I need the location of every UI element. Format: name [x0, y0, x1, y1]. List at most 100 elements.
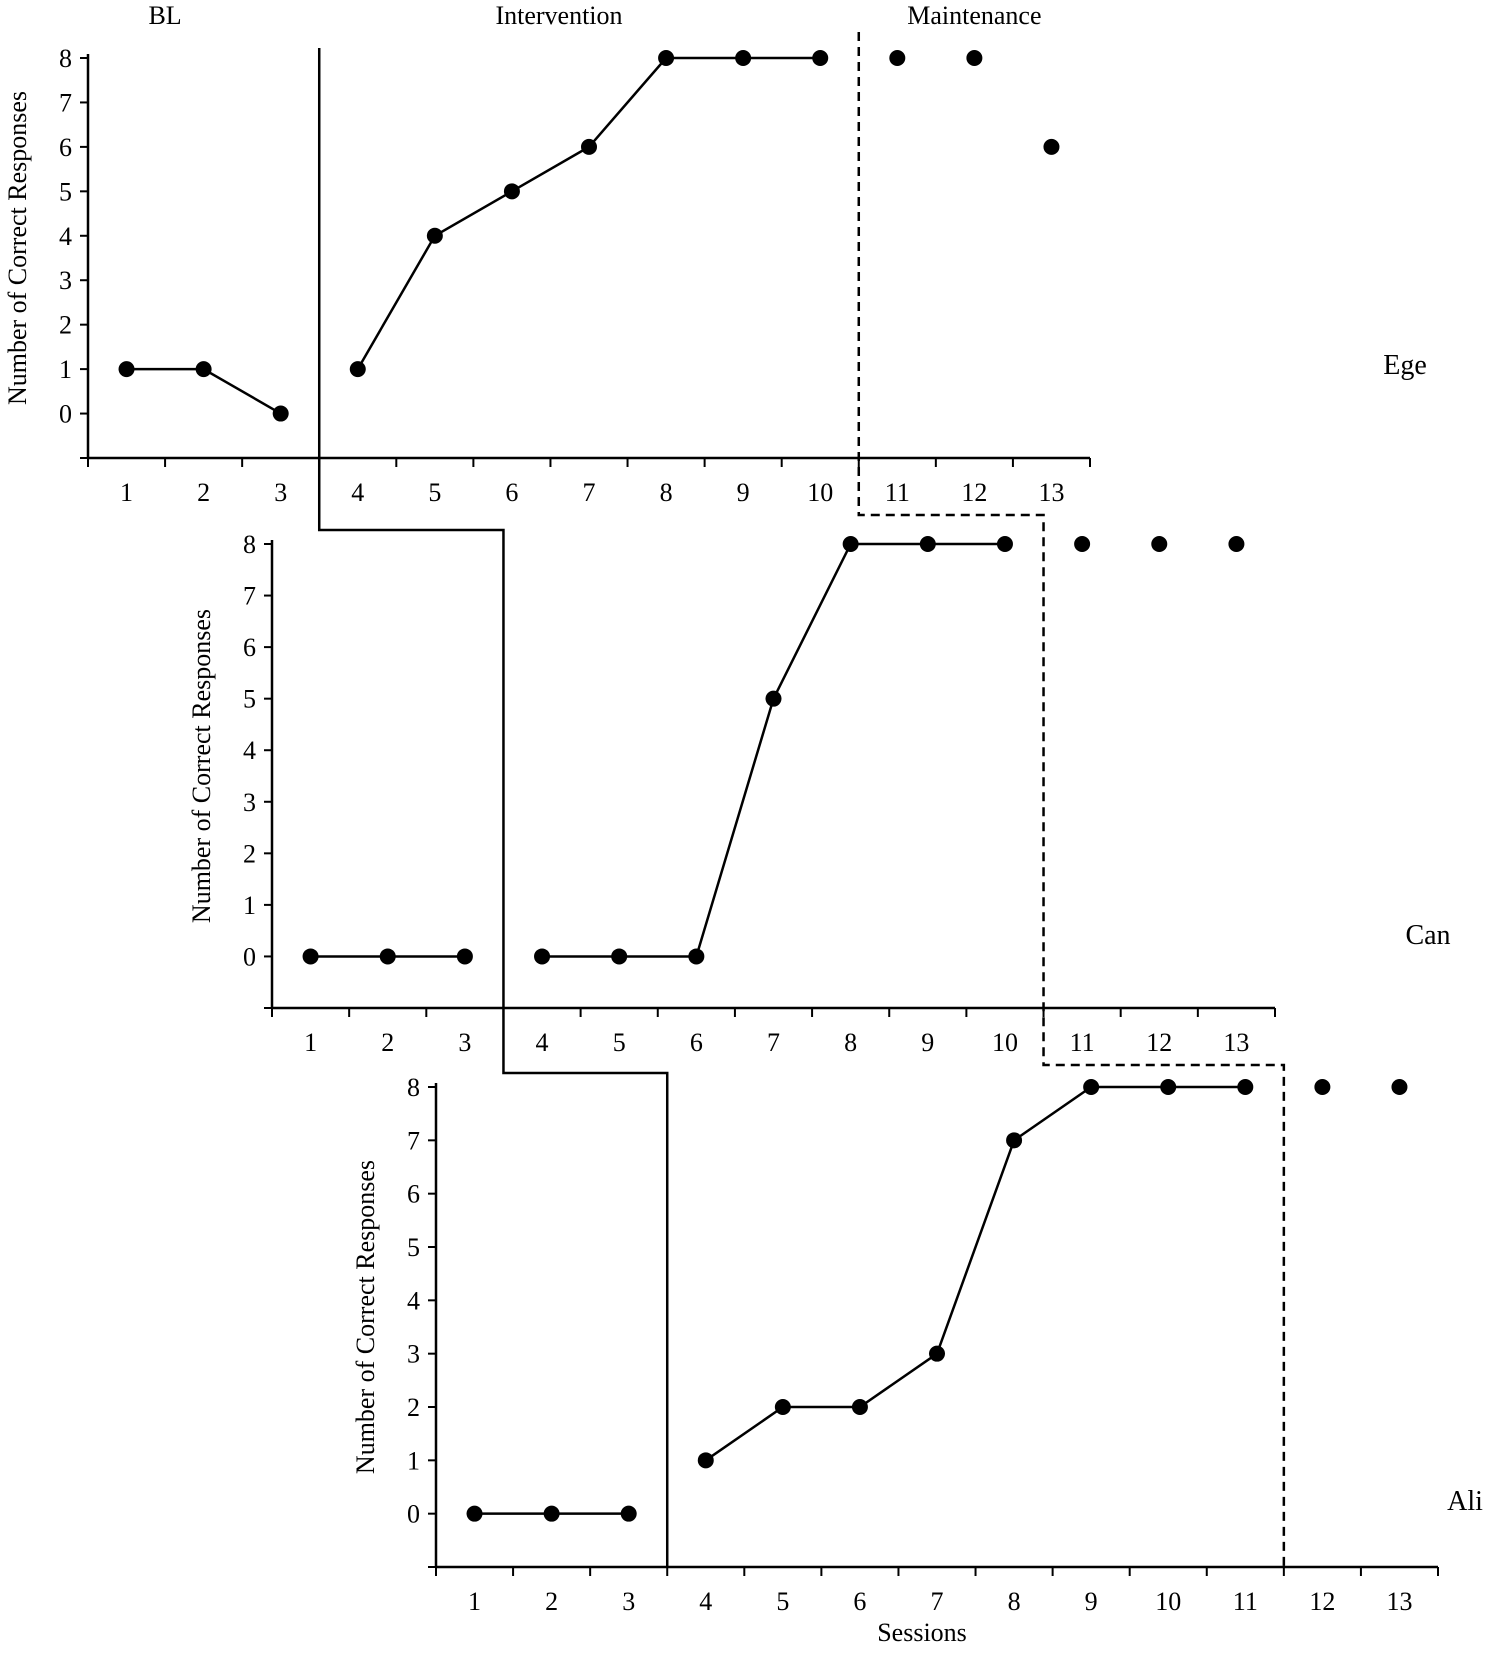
y-tick-label-ali: 4 — [407, 1286, 420, 1315]
phase-change-line-maintenance — [857, 32, 1286, 1567]
x-tick-label-ali: 1 — [468, 1587, 481, 1616]
y-tick-label-ege: 3 — [59, 266, 72, 295]
data-point-ege-12 — [966, 50, 983, 66]
data-point-can-1 — [302, 948, 319, 965]
x-tick-label-ege: 8 — [660, 478, 673, 507]
data-point-ege-5 — [426, 227, 443, 244]
data-point-can-10 — [996, 536, 1013, 552]
data-point-ali-7 — [929, 1345, 945, 1362]
data-point-ali-2 — [543, 1505, 560, 1522]
x-tick-label-can: 6 — [690, 1028, 703, 1057]
intervention-line-ali — [705, 1085, 1246, 1462]
participant-label-can: Can — [1405, 920, 1450, 951]
data-point-can-2 — [379, 948, 396, 965]
data-point-ege-13 — [1043, 138, 1060, 155]
data-point-ali-13 — [1391, 1079, 1408, 1095]
y-tick-label-ege: 8 — [59, 44, 72, 73]
x-tick-label-ege: 13 — [1038, 478, 1064, 507]
y-axis-title-ege: Number of Correct Responses — [3, 91, 32, 405]
data-point-ege-10 — [812, 50, 829, 66]
x-tick-label-ali: 6 — [853, 1587, 866, 1616]
data-point-ali-10 — [1160, 1079, 1177, 1095]
y-tick-label-ali: 5 — [407, 1233, 420, 1262]
data-point-ali-3 — [620, 1505, 637, 1522]
y-tick-label-ege: 1 — [59, 355, 72, 384]
x-tick-label-can: 10 — [992, 1028, 1018, 1057]
phase-change-line-baseline — [317, 48, 669, 1567]
data-point-can-12 — [1151, 536, 1168, 552]
x-tick-label-ege: 7 — [583, 478, 596, 507]
x-tick-label-ali: 4 — [699, 1587, 712, 1616]
data-point-ege-6 — [503, 183, 520, 200]
phase-label-maintenance: Maintenance — [907, 1, 1041, 30]
x-tick-label-can: 8 — [844, 1028, 857, 1057]
x-tick-label-can: 5 — [613, 1028, 626, 1057]
x-tick-label-ali: 7 — [931, 1587, 944, 1616]
x-tick-label-ali: 13 — [1386, 1587, 1412, 1616]
data-point-can-11 — [1074, 536, 1091, 552]
y-tick-label-can: 1 — [243, 891, 256, 920]
y-tick-label-can: 4 — [243, 736, 256, 765]
x-tick-label-can: 11 — [1070, 1028, 1095, 1057]
y-tick-label-can: 5 — [243, 685, 256, 714]
data-point-can-3 — [456, 948, 473, 965]
y-axis-title-can: Number of Correct Responses — [187, 609, 216, 923]
data-point-can-6 — [688, 948, 705, 965]
y-tick-label-ali: 6 — [407, 1180, 420, 1209]
x-tick-label-ali: 2 — [545, 1587, 558, 1616]
x-tick-label-ege: 1 — [120, 478, 133, 507]
x-tick-label-can: 9 — [921, 1028, 934, 1057]
data-point-ali-8 — [1006, 1132, 1023, 1149]
x-tick-label-ali: 5 — [776, 1587, 789, 1616]
data-point-can-7 — [765, 690, 782, 707]
x-axis-title: Sessions — [877, 1618, 967, 1647]
data-point-ali-1 — [466, 1505, 483, 1522]
data-point-ali-4 — [697, 1452, 714, 1469]
x-tick-label-can: 4 — [536, 1028, 549, 1057]
x-tick-label-ege: 2 — [197, 478, 210, 507]
phase-label-intervention: Intervention — [495, 1, 622, 30]
x-tick-label-ege: 11 — [885, 478, 910, 507]
x-tick-label-ege: 9 — [737, 478, 750, 507]
y-tick-label-ali: 0 — [407, 1500, 420, 1529]
data-point-ege-9 — [735, 50, 752, 66]
y-tick-label-ali: 8 — [407, 1073, 420, 1102]
y-tick-label-can: 8 — [243, 530, 256, 559]
y-tick-label-can: 3 — [243, 788, 256, 817]
data-point-ege-3 — [272, 405, 289, 422]
y-tick-label-can: 0 — [243, 942, 256, 971]
y-axis-title-ali: Number of Correct Responses — [351, 1160, 380, 1474]
data-point-ege-2 — [195, 361, 212, 378]
y-tick-label-ali: 3 — [407, 1340, 420, 1369]
data-point-can-5 — [611, 948, 628, 965]
data-point-can-9 — [919, 536, 936, 552]
y-tick-label-ali: 2 — [407, 1393, 420, 1422]
x-tick-label-can: 3 — [458, 1028, 471, 1057]
y-tick-label-ali: 1 — [407, 1446, 420, 1475]
intervention-line-can — [542, 542, 1005, 958]
x-tick-label-can: 12 — [1146, 1028, 1172, 1057]
y-tick-label-ege: 5 — [59, 177, 72, 206]
x-tick-label-ali: 9 — [1085, 1587, 1098, 1616]
x-tick-label-ege: 5 — [428, 478, 441, 507]
x-tick-label-ege: 3 — [274, 478, 287, 507]
x-tick-label-can: 7 — [767, 1028, 780, 1057]
x-tick-label-ali: 8 — [1008, 1587, 1021, 1616]
data-point-ege-11 — [889, 50, 906, 66]
x-tick-label-ege: 10 — [807, 478, 833, 507]
x-tick-label-ali: 10 — [1155, 1587, 1181, 1616]
x-tick-label-can: 1 — [304, 1028, 317, 1057]
data-point-ege-1 — [118, 361, 135, 378]
data-point-ali-5 — [774, 1399, 791, 1415]
x-tick-label-can: 2 — [381, 1028, 394, 1057]
intervention-line-ege — [356, 56, 821, 370]
y-tick-label-ege: 6 — [59, 133, 72, 162]
data-point-ali-9 — [1083, 1079, 1100, 1095]
data-point-ege-4 — [349, 361, 366, 378]
participant-label-ege: Ege — [1383, 350, 1427, 381]
data-point-can-4 — [534, 948, 551, 965]
x-tick-label-ege: 6 — [505, 478, 518, 507]
data-point-ege-8 — [658, 50, 675, 66]
